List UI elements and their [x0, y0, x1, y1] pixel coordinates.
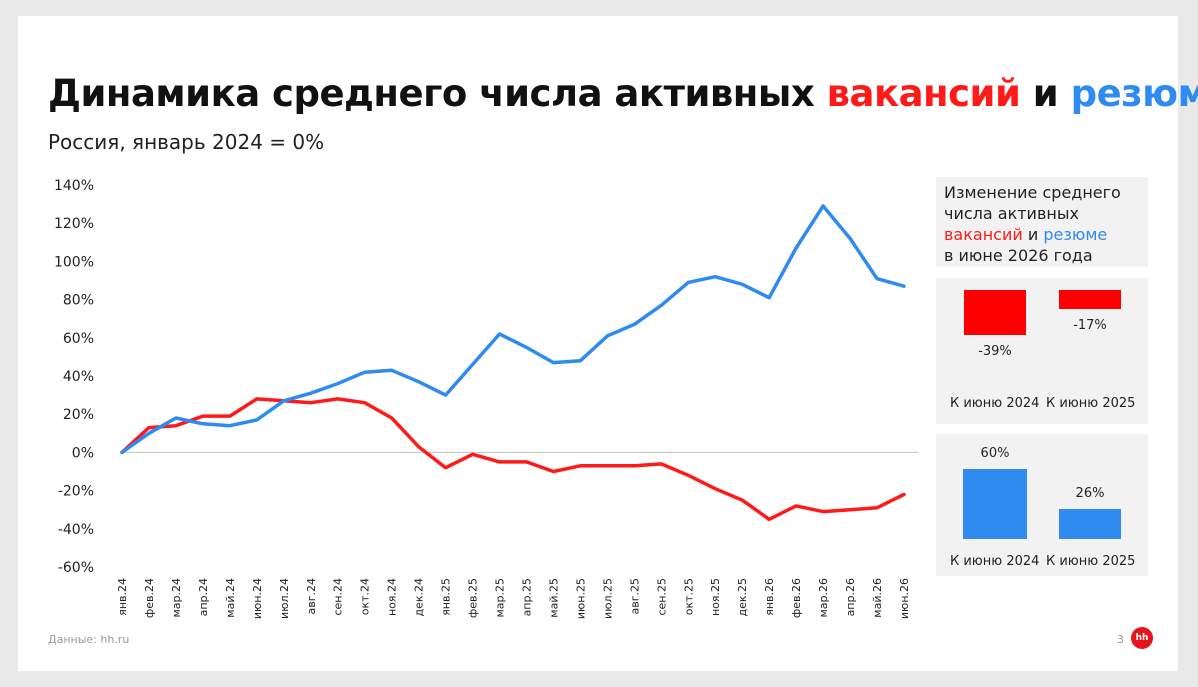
x-tick-label: апр.26 — [844, 578, 857, 616]
x-tick-label: мар.26 — [817, 578, 830, 618]
x-tick-label: май.26 — [871, 578, 884, 618]
title-vacancies: вакансий — [826, 72, 1021, 115]
x-tick-label: июн.26 — [898, 578, 911, 619]
series-lines — [120, 204, 906, 522]
x-axis-ticks: янв.24 фев.24 мар.24 апр.24 май.24 июн.24 июл.… — [116, 578, 911, 619]
x-tick-label: май.25 — [547, 578, 560, 618]
x-tick-label: июн.24 — [251, 578, 264, 619]
x-tick-label: май.24 — [224, 578, 237, 618]
page-number: 3 — [1117, 633, 1124, 646]
slide-title: Динамика среднего числа активных ваканси… — [48, 72, 1198, 115]
x-tick-label: фев.25 — [467, 578, 480, 618]
side-panel-title: Изменение среднего числа активных ваканс… — [944, 182, 1121, 266]
x-tick-label: дек.25 — [736, 578, 749, 617]
x-tick-label: сен.24 — [332, 578, 345, 616]
x-tick-label: авг.24 — [305, 578, 318, 615]
x-tick-label: янв.25 — [440, 578, 453, 616]
y-tick-label: 100% — [54, 254, 94, 270]
x-tick-label: апр.24 — [197, 578, 210, 616]
side-title-conjunction: и — [1022, 225, 1044, 244]
x-tick-label: фев.24 — [143, 578, 156, 618]
vacancies-bar-june-2024 — [964, 290, 1026, 335]
y-tick-label: -40% — [58, 522, 94, 538]
x-tick-label: июн.25 — [574, 578, 587, 619]
y-axis-ticks: 140% 120% 100% 80% 60% 40% 20% 0% -20% -40% -60% — [54, 178, 94, 576]
y-tick-label: 140% — [54, 178, 94, 194]
x-tick-label: фев.26 — [790, 578, 803, 618]
side-title-resumes: резюме — [1043, 225, 1108, 244]
title-resumes: резюме — [1070, 72, 1198, 115]
title-conjunction: и — [1020, 72, 1071, 115]
resumes-bar-june-2024 — [963, 469, 1027, 539]
y-tick-label: 20% — [63, 407, 94, 423]
x-tick-label: апр.25 — [520, 578, 533, 616]
x-tick-label: авг.25 — [628, 578, 641, 615]
line-chart: 140% 120% 100% 80% 60% 40% 20% 0% -20% -40% -60% я… — [54, 178, 918, 619]
x-tick-label: июл.24 — [278, 578, 291, 619]
resumes-label-june-2024: 60% — [980, 446, 1010, 461]
side-title-line-4: в июне 2026 года — [944, 246, 1093, 265]
y-tick-label: -20% — [58, 484, 94, 500]
vacancies-label-june-2024: -39% — [978, 344, 1012, 359]
vacancies-label-june-2025: -17% — [1073, 318, 1107, 333]
vacancies-line — [120, 397, 906, 522]
side-title-line-1: Изменение среднего — [944, 183, 1121, 202]
x-tick-label: сен.25 — [655, 578, 668, 616]
x-tick-label: мар.25 — [494, 578, 507, 618]
x-tick-label: окт.25 — [682, 578, 695, 615]
x-tick-label: дек.24 — [413, 578, 426, 617]
side-title-vacancies: вакансий — [944, 225, 1023, 244]
y-tick-label: 60% — [63, 331, 94, 347]
x-tick-label: янв.26 — [763, 578, 776, 616]
vacancies-category-june-2024: К июню 2024 — [950, 396, 1040, 411]
x-tick-label: ноя.25 — [709, 578, 722, 616]
title-text: Динамика среднего числа активных — [48, 72, 827, 115]
data-source: Данные: hh.ru — [48, 633, 130, 646]
resumes-label-june-2025: 26% — [1075, 486, 1105, 501]
x-tick-label: ноя.24 — [386, 578, 399, 616]
side-panel-header: Изменение среднего числа активных ваканс… — [936, 177, 1148, 267]
resumes-category-june-2024: К июню 2024 — [950, 554, 1040, 569]
y-tick-label: 120% — [54, 216, 94, 232]
resumes-change-card: 60% 26% К июню 2024 К июню 2025 — [936, 434, 1148, 576]
side-title-line-3: вакансий и резюме — [944, 224, 1121, 245]
x-tick-label: июл.25 — [601, 578, 614, 619]
side-title-line-2: числа активных — [944, 204, 1079, 223]
resumes-category-june-2025: К июню 2025 — [1046, 554, 1136, 569]
x-tick-label: окт.24 — [359, 578, 372, 615]
vacancies-change-card: -39% -17% К июню 2024 К июню 2025 — [936, 278, 1148, 424]
x-tick-label: янв.24 — [116, 578, 129, 616]
slide-subtitle: Россия, январь 2024 = 0% — [48, 130, 325, 154]
y-tick-label: 80% — [63, 293, 94, 309]
hh-logo: hh — [1131, 627, 1153, 649]
resumes-line — [120, 204, 906, 455]
slide: Динамика среднего числа активных ваканси… — [18, 16, 1198, 671]
resumes-bar-june-2025 — [1059, 509, 1121, 539]
y-tick-label: -60% — [58, 560, 94, 576]
x-tick-label: мар.24 — [170, 578, 183, 618]
vacancies-category-june-2025: К июню 2025 — [1046, 396, 1136, 411]
y-tick-label: 0% — [72, 445, 94, 461]
vacancies-bar-june-2025 — [1059, 290, 1121, 309]
y-tick-label: 40% — [63, 369, 94, 385]
